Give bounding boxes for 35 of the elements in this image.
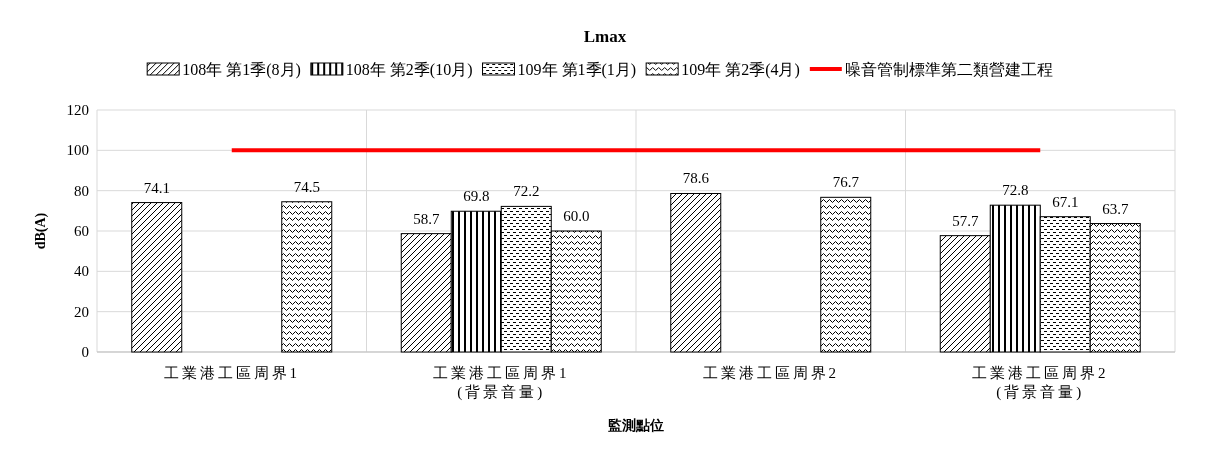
y-tick-label: 0 — [81, 344, 89, 360]
bar — [281, 201, 333, 353]
legend-label: 109年 第1季(1月) — [517, 61, 637, 79]
data-label: 63.7 — [1102, 200, 1129, 217]
legend-label: 108年 第1季(8月) — [182, 61, 301, 79]
y-tick-label: 20 — [74, 303, 89, 320]
data-label: 58.7 — [413, 210, 440, 227]
bar — [820, 196, 872, 353]
x-tick-label: 工業港工區周界1 — [163, 365, 300, 381]
legend-label: 108年 第2季(10月) — [345, 61, 473, 79]
data-label: 78.6 — [682, 170, 710, 187]
y-tick-label: 100 — [66, 142, 89, 159]
chart-title: Lmax — [583, 27, 627, 46]
y-tick-label: 80 — [74, 182, 89, 199]
x-tick-label: 工業港工區周界2 — [702, 365, 839, 381]
x-tick-label: 工業港工區周界1 (背景音量) — [433, 365, 570, 401]
data-label: 69.8 — [463, 188, 490, 205]
bar — [670, 192, 722, 353]
x-tick-label: 工業港工區周界2 (背景音量) — [972, 365, 1109, 401]
data-label: 72.8 — [1002, 182, 1029, 199]
y-axis-title: dB(A) — [33, 212, 49, 250]
data-label: 74.1 — [143, 179, 170, 196]
legend-label: 噪音管制標準第二類營建工程 — [844, 61, 1053, 78]
data-label: 60.0 — [563, 208, 590, 224]
y-tick-label: 120 — [66, 102, 89, 118]
legend-label: 109年 第2季(4月) — [681, 61, 800, 79]
y-tick-label: 60 — [74, 223, 89, 239]
data-label: 76.7 — [832, 174, 860, 191]
data-label: 74.5 — [293, 178, 320, 195]
data-label: 57.7 — [952, 212, 979, 229]
data-label: 67.1 — [1052, 193, 1079, 210]
data-label: 72.2 — [513, 183, 540, 200]
y-tick-label: 40 — [74, 263, 89, 280]
x-axis-title: 監測點位 — [608, 418, 664, 433]
bar — [131, 202, 183, 353]
